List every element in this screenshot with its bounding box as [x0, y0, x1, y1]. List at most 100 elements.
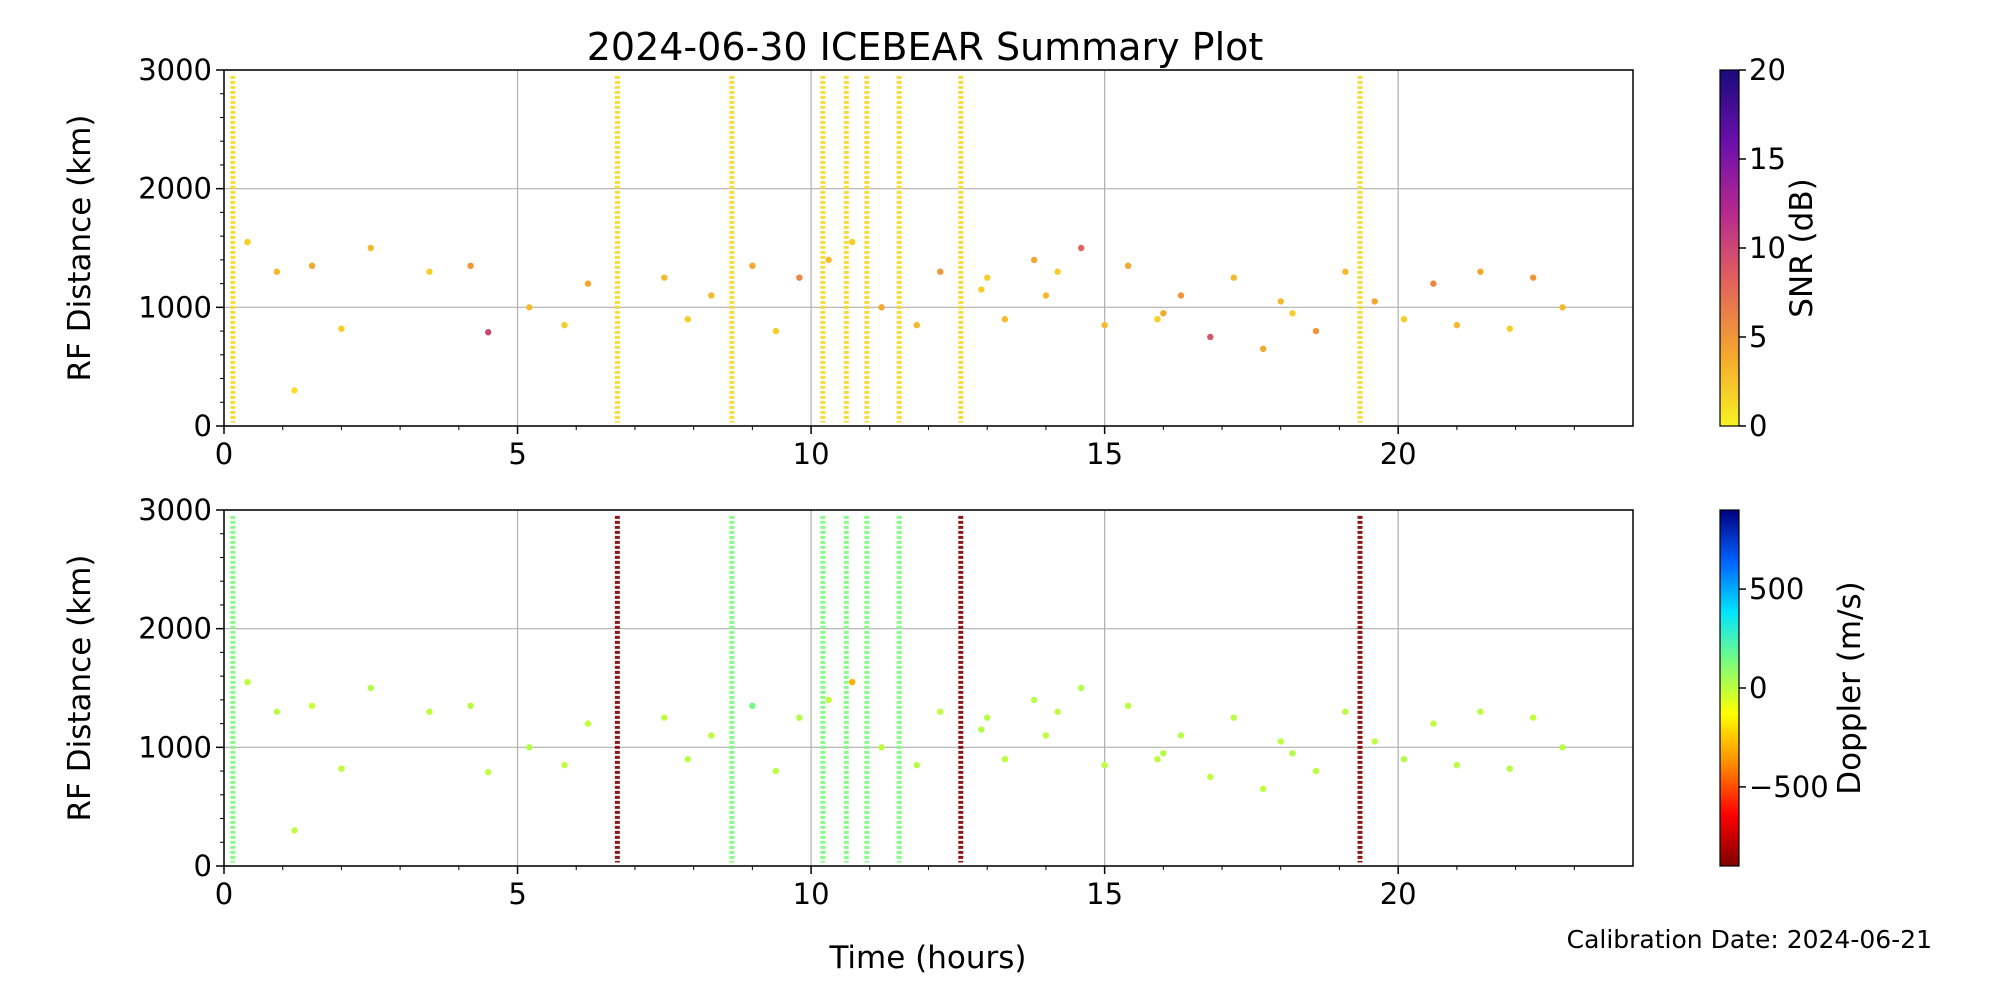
doppler-data-point — [708, 732, 715, 739]
snr-data-point — [367, 244, 374, 252]
snr-y-tick-label: 3000 — [138, 53, 212, 87]
snr-colorbar: 0 5 10 15 20 SNR (dB) — [1719, 53, 1820, 443]
snr-data-point — [484, 329, 492, 336]
snr-data-point — [1529, 274, 1537, 281]
doppler-data-point — [1289, 750, 1296, 757]
doppler-colorbar: −500 0 500 Doppler (m/s) — [1719, 509, 1868, 867]
doppler-data-point — [1529, 714, 1537, 721]
doppler-data-point — [661, 714, 668, 721]
snr-colorbar-ticks: 0 5 10 15 20 — [1739, 53, 1786, 443]
snr-colorbar-tick-label: 15 — [1749, 142, 1786, 176]
snr-panel-points — [244, 238, 1566, 394]
doppler-data-point — [978, 726, 985, 733]
doppler-x-tick-label: 5 — [508, 877, 526, 911]
doppler-data-point — [1042, 732, 1050, 739]
snr-x-tick-label: 0 — [215, 437, 233, 471]
snr-data-point — [1430, 280, 1437, 287]
doppler-data-point — [1453, 761, 1461, 769]
doppler-data-point — [1259, 785, 1267, 793]
doppler-data-point — [1154, 756, 1161, 763]
doppler-y-tick-label: 1000 — [138, 730, 212, 764]
snr-colorbar-gradient — [1719, 69, 1740, 427]
snr-panel-x-ticks: 0 5 10 15 20 — [215, 426, 1575, 471]
doppler-data-point — [338, 765, 345, 772]
doppler-panel-frame — [223, 509, 1634, 867]
snr-data-point — [878, 304, 885, 311]
snr-data-point — [661, 274, 668, 281]
chart-title: 2024-06-30 ICEBEAR Summary Plot — [587, 25, 1264, 69]
doppler-data-point — [1001, 756, 1009, 763]
doppler-data-point — [1400, 756, 1408, 763]
doppler-data-point — [1077, 684, 1085, 692]
snr-y-tick-label: 0 — [194, 409, 212, 443]
doppler-data-point — [984, 714, 991, 721]
doppler-data-point — [561, 761, 568, 769]
x-axis-label: Time (hours) — [828, 940, 1026, 976]
snr-panel-frame — [223, 69, 1634, 427]
doppler-data-point — [913, 761, 920, 769]
doppler-data-point — [1054, 708, 1061, 715]
doppler-data-point — [1506, 765, 1513, 772]
snr-x-tick-label: 15 — [1086, 437, 1123, 471]
snr-data-point — [1030, 256, 1038, 264]
doppler-data-point — [1207, 773, 1214, 781]
snr-y-tick-label: 2000 — [138, 172, 212, 206]
doppler-colorbar-gradient — [1719, 509, 1740, 867]
doppler-colorbar-tick-label: 0 — [1749, 671, 1767, 705]
snr-data-point — [1342, 268, 1349, 275]
snr-x-tick-label: 5 — [508, 437, 526, 471]
snr-data-point — [1400, 316, 1408, 323]
doppler-panel-points — [244, 678, 1566, 834]
snr-data-point — [796, 274, 803, 281]
doppler-panel-x-ticks: 0 5 10 15 20 — [215, 866, 1575, 911]
snr-data-point — [1371, 298, 1378, 305]
doppler-data-point — [1230, 714, 1237, 721]
doppler-y-tick-label: 2000 — [138, 612, 212, 646]
doppler-data-point — [291, 827, 298, 834]
snr-data-point — [1559, 304, 1566, 311]
doppler-panel-y-axis-label: RF Distance (km) — [62, 555, 98, 822]
snr-data-point — [1154, 316, 1161, 323]
snr-data-point — [1506, 325, 1513, 332]
doppler-y-tick-label: 0 — [194, 849, 212, 883]
doppler-x-tick-label: 15 — [1086, 877, 1123, 911]
snr-data-point — [338, 325, 345, 332]
doppler-data-point — [772, 767, 780, 775]
doppler-data-point — [1160, 750, 1167, 757]
snr-colorbar-tick-label: 20 — [1749, 53, 1786, 87]
calibration-date: Calibration Date: 2024-06-21 — [1567, 925, 1932, 954]
doppler-data-point — [878, 744, 885, 751]
doppler-data-point — [1430, 720, 1437, 727]
doppler-data-point — [1559, 744, 1566, 751]
snr-data-point — [1277, 298, 1284, 305]
snr-x-tick-label: 20 — [1380, 437, 1417, 471]
doppler-colorbar-label: Doppler (m/s) — [1832, 581, 1868, 794]
doppler-data-point — [273, 708, 281, 715]
snr-data-point — [1207, 333, 1214, 341]
snr-colorbar-tick-label: 0 — [1749, 409, 1767, 443]
doppler-x-tick-label: 10 — [793, 877, 830, 911]
snr-data-point — [244, 238, 251, 246]
doppler-data-point — [1124, 702, 1132, 709]
snr-y-tick-label: 1000 — [138, 290, 212, 324]
snr-panel-y-axis-label: RF Distance (km) — [62, 115, 98, 382]
snr-data-point — [308, 262, 316, 269]
snr-data-point — [772, 327, 780, 335]
snr-data-point — [913, 321, 920, 329]
snr-data-point — [584, 280, 592, 287]
snr-panel-grid — [223, 69, 1633, 427]
snr-data-point — [291, 387, 298, 394]
doppler-data-point — [848, 678, 856, 686]
doppler-y-tick-label: 3000 — [138, 493, 212, 527]
snr-data-point — [1289, 310, 1296, 317]
doppler-x-tick-label: 0 — [215, 877, 233, 911]
snr-data-point — [1001, 316, 1009, 323]
doppler-colorbar-tick-label: 500 — [1749, 572, 1804, 606]
doppler-data-point — [367, 684, 374, 692]
doppler-panel-grid — [223, 509, 1633, 867]
doppler-data-point — [484, 769, 492, 776]
snr-panel-streaks — [230, 75, 1363, 423]
snr-data-point — [937, 268, 944, 275]
